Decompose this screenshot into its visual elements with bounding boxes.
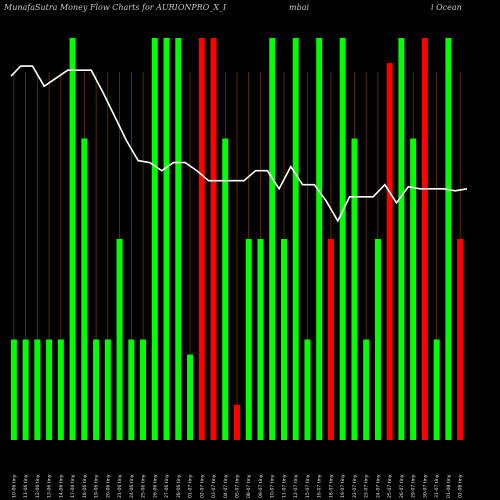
chart-title: MunafaSutra Money Flow Charts for AURION…	[3, 3, 227, 12]
x-tick-label: 19-07 tiny	[340, 474, 346, 498]
bar-red	[386, 63, 393, 440]
x-tick-label: 18-07 tiny	[328, 474, 334, 498]
x-tick-label: 23-07 tiny	[364, 474, 370, 498]
bar-green	[363, 339, 370, 440]
x-tick-label: 14-06 tiny	[58, 474, 64, 498]
x-tick-label: 17-06 tiny	[70, 474, 76, 498]
bar-green	[57, 339, 64, 440]
chart-title-fragment-2: i Ocean	[431, 3, 462, 12]
x-tick-label: 26-06 tiny	[152, 474, 158, 498]
bar-green	[140, 339, 147, 440]
bar-green	[374, 239, 381, 440]
chart-title-fragment-1: mbai	[289, 3, 309, 12]
bar-green	[257, 239, 264, 440]
x-tick-label: 04-07 tiny	[223, 474, 229, 498]
bar-green	[69, 38, 76, 440]
x-tick-label: 11-06 tiny	[23, 474, 29, 498]
x-tick-label: 05-07 tiny	[235, 474, 241, 498]
bar-green	[445, 38, 452, 440]
bar-green	[34, 339, 41, 440]
bar-red	[457, 239, 464, 440]
bar-green	[10, 339, 17, 440]
bar-green	[316, 38, 323, 440]
x-tick-label: 20-06 tiny	[105, 474, 111, 498]
x-tick-label: 18-06 tiny	[82, 474, 88, 498]
bar-green	[22, 339, 29, 440]
bar-red	[210, 38, 217, 440]
gridlines	[13, 72, 461, 440]
x-tick-label: 27-06 tiny	[164, 474, 170, 498]
x-tick-label: 12-07 tiny	[293, 474, 299, 498]
bar-red	[198, 38, 205, 440]
x-tick-label: 19-06 tiny	[94, 474, 100, 498]
bars	[10, 38, 464, 440]
x-tick-label: 24-07 tiny	[375, 474, 381, 498]
bar-green	[175, 38, 182, 440]
x-tick-label: 30-07 tiny	[422, 474, 428, 498]
x-tick-label: 10-06 tiny	[11, 474, 17, 498]
bar-green	[280, 239, 287, 440]
bar-green	[410, 138, 417, 440]
x-tick-label: 24-06 tiny	[129, 474, 135, 498]
bar-green	[245, 239, 252, 440]
x-tick-label: 01-08 tiny	[446, 474, 452, 498]
bar-green	[116, 239, 123, 440]
x-tick-label: 16-07 tiny	[317, 474, 323, 498]
bar-red	[234, 404, 240, 440]
x-tick-label: 13-06 tiny	[47, 474, 53, 498]
x-tick-label: 29-07 tiny	[411, 474, 417, 498]
bar-green	[93, 339, 100, 440]
bar-green	[151, 38, 158, 440]
x-tick-label: 25-07 tiny	[387, 474, 393, 498]
bar-green	[433, 339, 440, 440]
bar-red	[421, 38, 428, 440]
bar-red	[327, 239, 334, 440]
x-tick-label: 28-06 tiny	[176, 474, 182, 498]
x-tick-label: 09-07 tiny	[258, 474, 264, 498]
bar-green	[81, 138, 88, 440]
x-tick-labels: 10-06 tiny 11-06 tiny 12-06 tiny 13-06 tiny…	[11, 474, 463, 498]
bar-green	[398, 38, 405, 440]
x-tick-label: 22-07 tiny	[352, 474, 358, 498]
bar-green	[304, 339, 311, 440]
bar-green	[351, 138, 358, 440]
x-tick-label: 01-07 tiny	[188, 474, 194, 498]
bar-green	[222, 138, 229, 440]
x-tick-label: 02-07 tiny	[199, 474, 205, 498]
x-tick-label: 02-08 tiny	[458, 474, 464, 498]
bar-green	[46, 339, 53, 440]
x-tick-label: 26-07 tiny	[399, 474, 405, 498]
bar-green	[163, 38, 170, 440]
bar-green	[269, 38, 276, 440]
bar-green	[187, 354, 194, 440]
x-tick-label: 03-07 tiny	[211, 474, 217, 498]
x-tick-label: 15-07 tiny	[305, 474, 311, 498]
x-tick-label: 21-06 tiny	[117, 474, 123, 498]
x-tick-label: 11-07 tiny	[281, 474, 287, 498]
price-line	[10, 65, 468, 223]
x-tick-label: 12-06 tiny	[35, 474, 41, 498]
x-tick-label: 31-07 tiny	[434, 474, 440, 498]
bar-green	[128, 339, 135, 440]
bar-green	[292, 38, 299, 440]
bar-green	[104, 339, 111, 440]
x-tick-label: 08-07 tiny	[246, 474, 252, 498]
bar-green	[339, 38, 346, 440]
x-tick-label: 25-06 tiny	[141, 474, 147, 498]
x-tick-label: 10-07 tiny	[270, 474, 276, 498]
